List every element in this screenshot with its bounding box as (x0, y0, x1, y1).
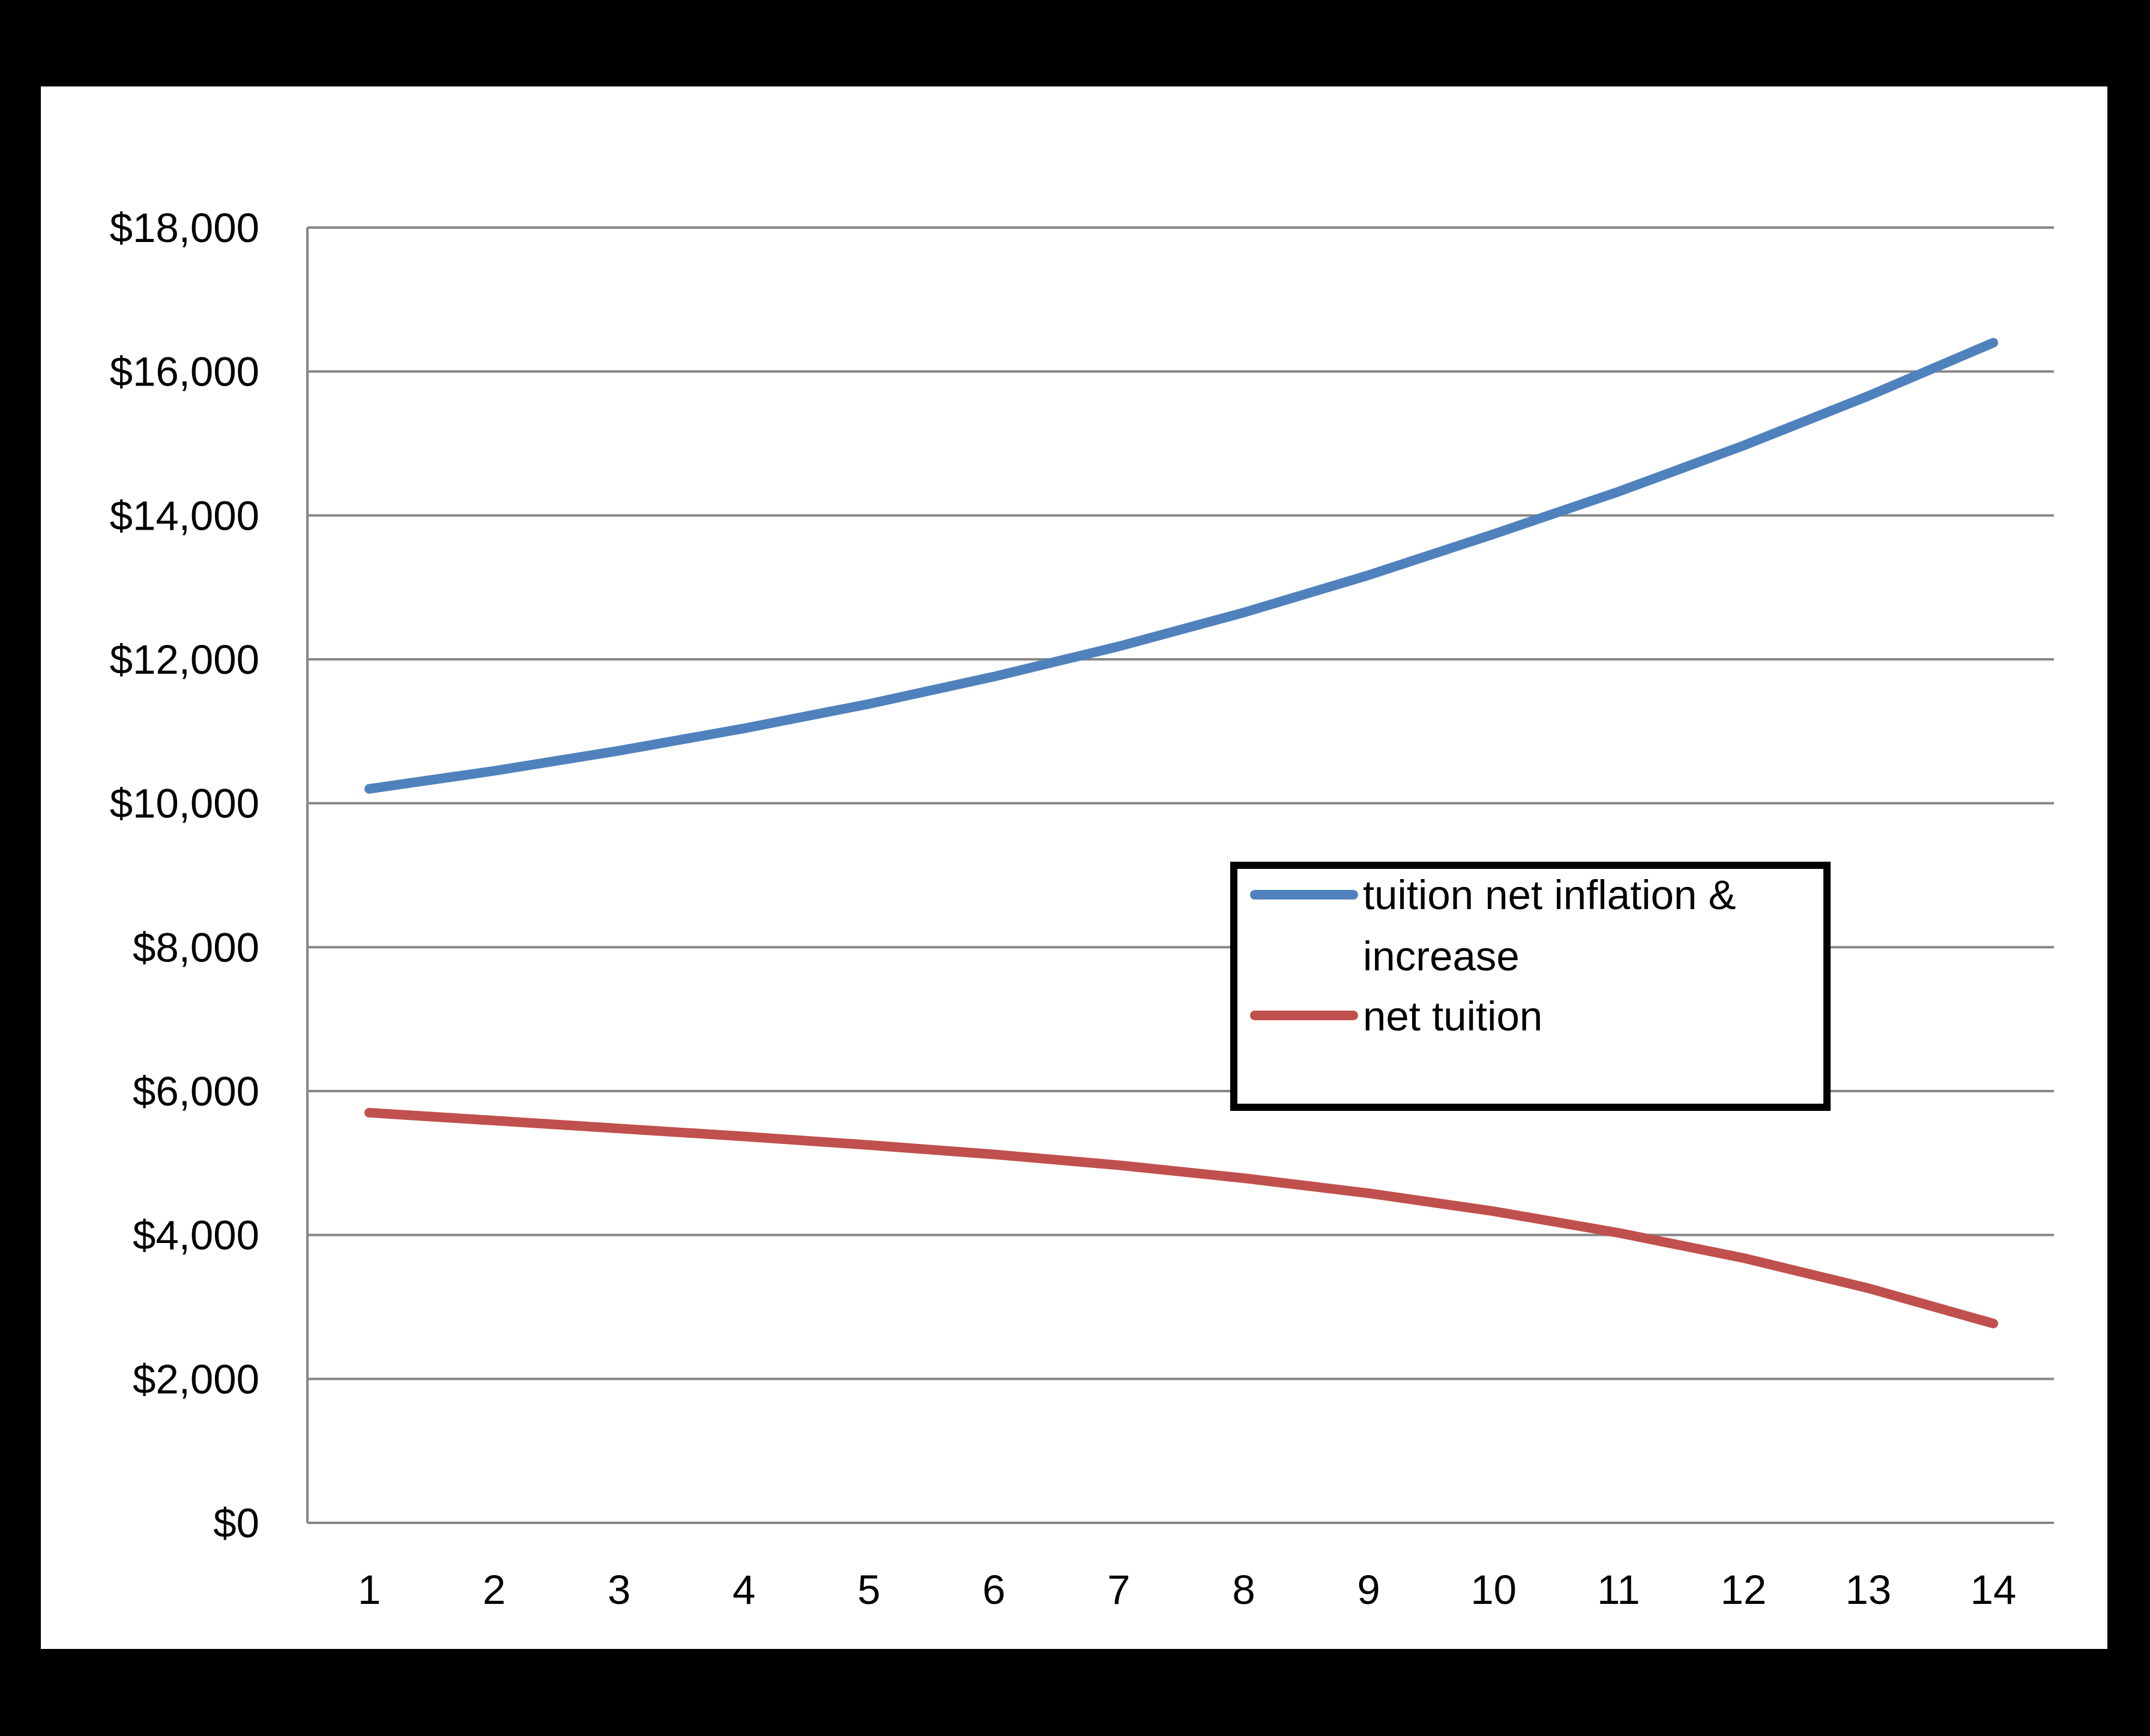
x-tick-label: 13 (1846, 1567, 1892, 1613)
y-tick-label: $18,000 (110, 205, 259, 251)
x-tick-label: 2 (483, 1567, 506, 1613)
y-tick-label: $12,000 (110, 637, 259, 683)
legend-label: net tuition (1363, 993, 1542, 1039)
y-tick-label: $16,000 (110, 349, 259, 395)
x-tick-label: 12 (1720, 1567, 1766, 1613)
x-tick-label: 14 (1970, 1567, 2017, 1613)
x-tick-label: 5 (857, 1567, 880, 1613)
x-tick-label: 8 (1232, 1567, 1255, 1613)
y-axis-tick-labels: $0 $2,000 $4,000 $6,000 $8,000 $10,000 $12,000… (110, 205, 259, 1546)
legend-label: increase (1363, 933, 1520, 979)
y-tick-label: $4,000 (133, 1212, 259, 1259)
x-tick-label: 10 (1470, 1567, 1517, 1613)
x-tick-label: 4 (732, 1567, 755, 1613)
x-axis-tick-labels: 1 2 3 4 5 6 7 8 9 10 11 12 13 14 (358, 1567, 2017, 1613)
x-tick-label: 1 (358, 1567, 381, 1613)
y-tick-label: $8,000 (133, 924, 259, 970)
legend-label: tuition net inflation & (1363, 872, 1736, 918)
x-tick-label: 11 (1597, 1567, 1640, 1613)
x-tick-label: 7 (1107, 1567, 1130, 1613)
legend: tuition net inflation & increase net tuiti… (1230, 862, 1831, 1111)
legend-box (1230, 862, 1831, 1111)
y-tick-label: $10,000 (110, 781, 259, 827)
y-tick-label: $6,000 (133, 1068, 259, 1114)
series-lines (364, 337, 1998, 1329)
x-tick-label: 9 (1357, 1567, 1380, 1613)
x-tick-label: 3 (608, 1567, 630, 1613)
y-tick-label: $0 (213, 1500, 259, 1546)
gridlines (307, 226, 2054, 1524)
y-tick-label: $2,000 (133, 1356, 259, 1402)
y-tick-label: $14,000 (110, 492, 259, 539)
series-line-2 (364, 1107, 1998, 1329)
x-tick-label: 6 (982, 1567, 1005, 1613)
series-line-1 (364, 337, 1998, 794)
